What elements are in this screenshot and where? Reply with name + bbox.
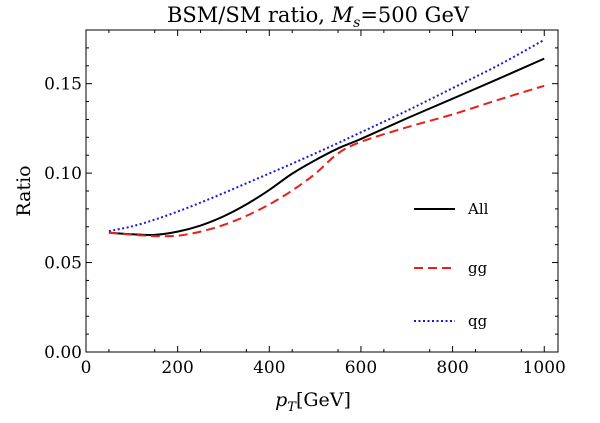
series-layer <box>108 38 545 238</box>
x-axis-title: pT[GeV] <box>275 389 351 415</box>
legend-label-qg: qg <box>468 312 488 330</box>
plot-frame <box>85 29 559 353</box>
y-tick-label: 0.05 <box>44 254 82 274</box>
legend: All gg qg <box>414 200 489 330</box>
x-tick-label: 1000 <box>523 358 566 378</box>
x-tick-label: 0 <box>81 358 92 378</box>
x-axis-unit: [GeV] <box>296 389 351 411</box>
x-tick-label: 600 <box>345 358 377 378</box>
legend-label-all: All <box>467 200 489 218</box>
chart-title-variable: M <box>331 3 354 27</box>
x-tick-label: 400 <box>253 358 285 378</box>
y-axis-title: Ratio <box>13 165 35 216</box>
chart-title-subscript: s <box>353 15 360 31</box>
x-tick-label: 200 <box>161 358 193 378</box>
axis-ticks: 0 200 400 600 800 1000 0.00 0.05 0.10 0.15 <box>44 30 566 378</box>
y-tick-label: 0.00 <box>44 343 82 363</box>
chart-title-prefix: BSM/SM ratio, <box>167 3 332 27</box>
series-line-all <box>108 57 545 236</box>
series-line-gg <box>108 84 545 238</box>
x-tick-label: 800 <box>436 358 468 378</box>
y-tick-label: 0.15 <box>44 75 82 95</box>
series-line-qg <box>108 38 545 233</box>
chart-title: BSM/SM ratio, Ms=500 GeV <box>167 3 470 31</box>
x-axis-variable: p <box>275 389 287 411</box>
x-axis-subscript: T <box>287 400 297 415</box>
y-tick-label: 0.10 <box>44 164 82 184</box>
legend-label-gg: gg <box>468 259 488 277</box>
chart-title-suffix: =500 GeV <box>360 3 470 27</box>
